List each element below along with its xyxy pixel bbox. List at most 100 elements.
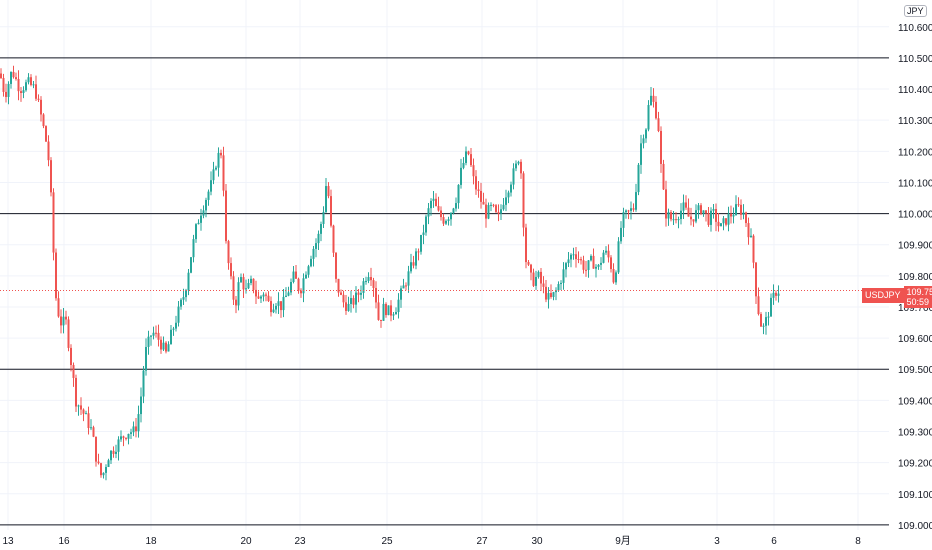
candle-body <box>650 95 652 106</box>
candle-body <box>402 285 405 289</box>
candle-body <box>65 316 67 320</box>
x-tick-label: 18 <box>145 536 157 547</box>
candle-body <box>472 165 475 177</box>
candle-body <box>562 269 565 283</box>
candle-body <box>282 296 285 311</box>
x-tick-label: 23 <box>294 536 306 547</box>
candle-body <box>92 427 95 437</box>
candle-body <box>322 211 325 224</box>
candle-body <box>100 463 102 476</box>
candle-body <box>87 413 90 429</box>
candle-body <box>470 154 472 166</box>
candle-body <box>752 235 755 263</box>
candle-body <box>617 241 620 273</box>
candle-body <box>742 212 745 215</box>
candle-body <box>310 258 312 267</box>
candle-body <box>620 227 622 242</box>
candle-body <box>482 201 485 205</box>
candle-body <box>142 370 145 397</box>
candle-body <box>340 292 342 295</box>
candle-body <box>347 303 350 311</box>
candle-body <box>667 212 670 219</box>
candle-body <box>107 460 110 468</box>
candle-body <box>152 332 155 336</box>
candle-body <box>745 212 747 224</box>
candle-body <box>95 436 97 462</box>
candle-body <box>357 292 360 295</box>
candle-body <box>662 163 665 190</box>
candle-body <box>315 243 317 249</box>
candle-body <box>685 202 687 208</box>
candle-body <box>380 319 382 321</box>
candle-body <box>150 335 152 337</box>
candle-body <box>730 213 732 217</box>
y-tick-label: 109.000 <box>898 521 932 532</box>
price-tag-price: 109.753 <box>906 287 932 297</box>
candle-body <box>60 316 62 326</box>
y-tick-label: 109.200 <box>898 459 932 470</box>
candle-body <box>225 190 227 242</box>
candle-body <box>702 210 705 214</box>
x-axis: 13 16 18 20 23 25 27 30 9月 3 6 8 <box>2 535 861 547</box>
candle-body <box>770 297 772 317</box>
candle-body <box>677 219 680 221</box>
candle-body <box>202 210 205 216</box>
candle-body <box>395 312 397 315</box>
candle-body <box>462 162 465 168</box>
candle-body <box>277 301 280 306</box>
candle-body <box>180 299 182 307</box>
candle-body <box>217 152 220 168</box>
candle-body <box>445 220 447 224</box>
candle-body <box>140 396 142 415</box>
candle-body <box>580 259 582 261</box>
candle-body <box>227 241 230 264</box>
candle-body <box>527 262 530 265</box>
candle-body <box>105 467 107 473</box>
candle-body <box>567 259 570 264</box>
candle-body <box>735 204 737 215</box>
x-tick-label: 16 <box>58 536 70 547</box>
candle-body <box>55 252 57 299</box>
candle-body <box>600 262 602 265</box>
candle-body <box>335 252 337 279</box>
candle-body <box>82 409 85 414</box>
candle-body <box>705 210 707 214</box>
candle-body <box>137 414 140 432</box>
candle-body <box>485 204 487 219</box>
candle-body <box>247 282 250 289</box>
candle-body <box>537 271 540 277</box>
candle-body <box>132 426 135 433</box>
candle-body <box>337 278 340 293</box>
candle-body <box>602 252 605 263</box>
candle-body <box>625 210 627 213</box>
candle-body <box>457 184 460 204</box>
candle-body <box>740 204 742 215</box>
candle-body <box>155 332 157 334</box>
candle-body <box>290 281 292 293</box>
candle-body <box>42 114 45 127</box>
candle-body <box>75 377 77 407</box>
candle-body <box>535 276 537 286</box>
candle-body <box>570 254 572 260</box>
candle-body <box>427 208 430 217</box>
candle-body <box>12 71 15 78</box>
candle-body <box>590 255 592 261</box>
candle-body <box>442 217 445 224</box>
y-tick-label: 110.300 <box>898 116 932 127</box>
currency-badge[interactable]: JPY <box>904 5 927 17</box>
y-axis: 109.000 109.100 109.200 109.300 109.400 109.5… <box>898 23 932 532</box>
candle-body <box>700 205 702 214</box>
candle-body <box>520 161 522 174</box>
price-tag-values: 109.753 50:59 <box>903 286 932 308</box>
candle-body <box>2 77 5 92</box>
candle-body <box>17 78 20 92</box>
candle-body <box>27 77 30 83</box>
candle-body <box>195 224 197 240</box>
candle-body <box>502 204 505 210</box>
candle-body <box>120 436 122 440</box>
candle-body <box>112 450 115 454</box>
candle-body <box>90 427 92 429</box>
candle-body <box>695 210 697 222</box>
candles <box>0 65 780 481</box>
